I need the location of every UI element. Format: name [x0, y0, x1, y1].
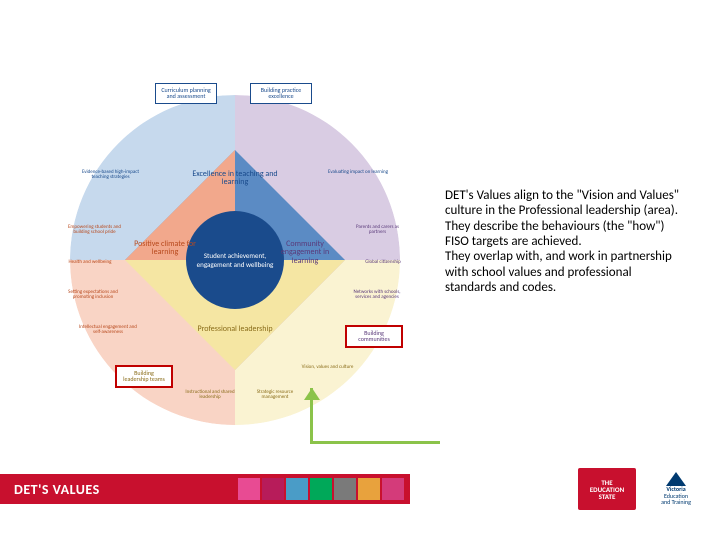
- highlight-box-1: Building leadership teams: [115, 365, 173, 388]
- logo-area: THE EDUCATION STATE Victoria Education a…: [578, 468, 704, 510]
- top-box-0: Curriculum planning and assessment: [155, 83, 217, 104]
- outer-label-3-1: Health and wellbeing: [60, 260, 120, 265]
- footer-label: DET'S VALUES: [14, 481, 100, 498]
- title-text: How DET's Values connect to FISO: [36, 18, 476, 57]
- outer-label-1-2: Networks with schools, services and agen…: [348, 290, 406, 301]
- footer-tile-0: [238, 478, 260, 500]
- outer-label-1-0: Parents and carers as partners: [350, 225, 405, 236]
- side-description: DET's Values align to the "Vision and Va…: [445, 188, 680, 295]
- inner-label-top: Excellence in teaching and learning: [185, 170, 285, 187]
- outer-label-1-1: Global citizenship: [358, 260, 408, 265]
- fiso-diagram: Student achievement, engagement and well…: [60, 85, 410, 435]
- footer-tile-2: [286, 478, 308, 500]
- victoria-gov-logo: Victoria Education and Training: [648, 469, 704, 509]
- inner-label-left: Positive climate for learning: [130, 240, 200, 257]
- outer-label-3-2: Setting expectations and promoting inclu…: [62, 290, 124, 301]
- inner-label-bottom: Professional leadership: [190, 325, 280, 333]
- outer-label-2-1: Strategic resource management: [245, 390, 305, 401]
- arrow-head-icon: [304, 388, 320, 400]
- education-state-logo: THE EDUCATION STATE: [578, 468, 636, 510]
- page-title: How DET's Values connect to FISO: [36, 18, 476, 57]
- outer-label-2-0: Instructional and shared leadership: [180, 390, 240, 401]
- outer-label-2-2: Vision, values and culture: [300, 365, 355, 370]
- outer-label-0-0: Evidence-based high-impact teaching stra…: [78, 170, 143, 181]
- highlight-box-0: Building communities: [345, 325, 403, 348]
- center-label: Student achievement, engagement and well…: [194, 251, 276, 269]
- footer-tile-5: [358, 478, 380, 500]
- footer-tile-3: [310, 478, 332, 500]
- vic-triangle-icon: [666, 472, 686, 486]
- footer-tile-6: [382, 478, 404, 500]
- side-p1: DET's Values align to the "Vision and Va…: [445, 188, 680, 249]
- side-p2: They overlap with, and work in partnersh…: [445, 249, 680, 295]
- footer-tile-1: [262, 478, 284, 500]
- top-box-1: Building practice excellence: [250, 83, 312, 104]
- outer-label-0-1: Evaluating impact on learning: [328, 170, 388, 175]
- footer-tile-4: [334, 478, 356, 500]
- outer-label-3-3: Intellectual engagement and self-awarene…: [78, 325, 138, 336]
- arrow-horizontal: [310, 441, 440, 444]
- footer-bar: DET'S VALUES: [0, 474, 410, 504]
- outer-label-3-0: Empowering students and building school …: [62, 225, 127, 236]
- inner-label-right: Community engagement in learning: [270, 240, 340, 265]
